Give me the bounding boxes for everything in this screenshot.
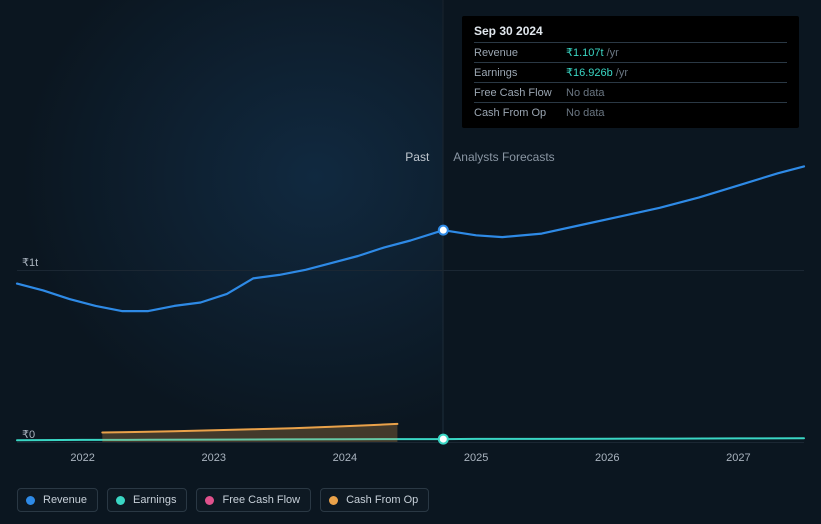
tooltip-row: Free Cash FlowNo data [474,82,787,102]
legend-item-fcf[interactable]: Free Cash Flow [196,488,311,512]
tooltip-row-label: Free Cash Flow [474,85,566,101]
legend-swatch [205,496,214,505]
financials-chart: ₹0₹1t 202220232024202520262027 Past Anal… [0,0,821,524]
tooltip-date: Sep 30 2024 [474,24,787,38]
marker-revenue [439,226,448,235]
tooltip-row-label: Cash From Op [474,105,566,121]
legend-label: Cash From Op [346,494,418,506]
tooltip-row-value: No data [566,85,605,101]
legend-label: Free Cash Flow [222,494,300,506]
tooltip-row: Revenue₹1.107t/yr [474,42,787,62]
tooltip-row-label: Revenue [474,45,566,61]
tooltip-row-unit: /yr [607,45,619,61]
tooltip-row: Earnings₹16.926b/yr [474,62,787,82]
legend-item-revenue[interactable]: Revenue [17,488,98,512]
tooltip-row-unit: /yr [616,65,628,81]
tooltip-row-value: ₹1.107t [566,45,604,61]
legend-swatch [116,496,125,505]
legend-item-earnings[interactable]: Earnings [107,488,187,512]
chart-legend: Revenue Earnings Free Cash Flow Cash From O… [17,488,429,512]
series-line-revenue [17,166,804,311]
legend-label: Earnings [133,494,176,506]
tooltip-row-value: No data [566,105,605,121]
chart-tooltip: Sep 30 2024 Revenue₹1.107t/yrEarnings₹16… [462,16,799,128]
marker-earnings [439,435,448,444]
tooltip-row-value: ₹16.926b [566,65,613,81]
legend-swatch [329,496,338,505]
tooltip-row-label: Earnings [474,65,566,81]
legend-label: Revenue [43,494,87,506]
legend-swatch [26,496,35,505]
tooltip-row: Cash From OpNo data [474,102,787,122]
legend-item-cashop[interactable]: Cash From Op [320,488,429,512]
